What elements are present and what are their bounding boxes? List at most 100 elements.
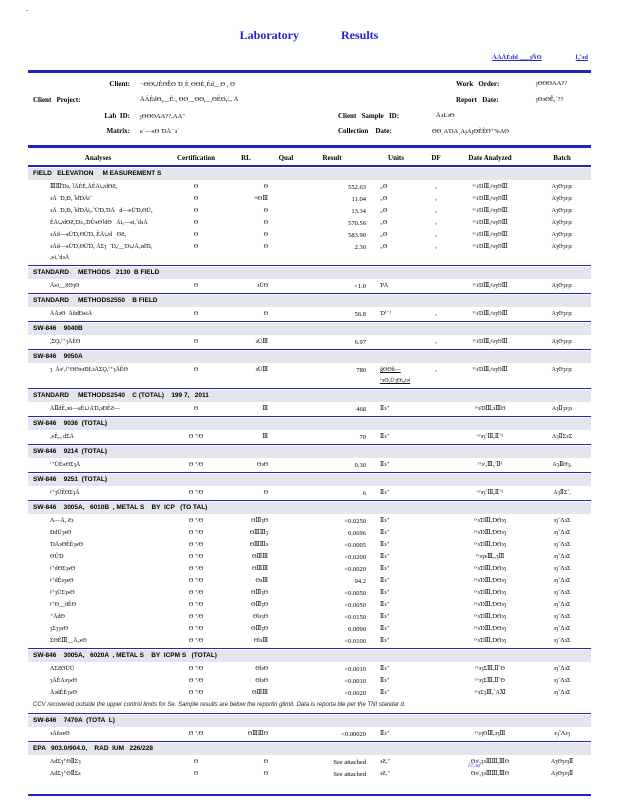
cell-units: Ⅱ϶⁺ [380, 678, 390, 684]
method-section-11: SW-846 7470A (TOTA L) ϶Āŭ϶⁎Ɵ Ɵ ⁺⁄Ɵ ƟⅢⅢƟ <0.0… [28, 715, 591, 742]
column-header-8: Batch [553, 154, 571, 162]
cell-qual [274, 728, 298, 729]
cell-units: Ⅱ϶⁺ [380, 731, 390, 737]
header-link[interactable]: ÀÀÅÉdd͵___ȷÑƟ Ɩᵧ῀϶d [492, 54, 588, 61]
column-header-6: DF [431, 154, 441, 162]
cell-analyte: ƉdŪȝ⁎Ɵ [50, 530, 72, 536]
cell-units: Ⅱ϶⁺ [380, 530, 390, 536]
client-value: ¬ƟƟ∪ÈƟỄƟ Ɗ͵È͵ƟƟÈ₂Èd__Ɵ ᵧ Ɵ [140, 81, 235, 88]
section-title: SW-846 9251 (TOTAL) [28, 474, 591, 486]
cell-date-analyzed: ʸʸ϶ƊⅢᵧƊƟ϶ȝ [473, 590, 507, 596]
cell-date-analyzed: ʸʸ϶ƊⅢᵧᵍ϶ȝƟⅢ [472, 367, 508, 373]
cell-qual [274, 181, 298, 182]
cell-rl: ϶ŪƟ [256, 283, 268, 289]
cell-df [424, 515, 448, 516]
cell-rl: ϶ŪⅢ [255, 367, 268, 373]
cell-analyte: ǂ⁺dƟƩȝ⁎Ɵ [50, 566, 76, 572]
cell-result: <0.0050 [344, 590, 366, 597]
cell-units: ᵣₐƟ [380, 196, 388, 202]
cell-rl: ƟⅢⅢ [252, 690, 268, 696]
method-section-5: STANDARD METHODS2540 C (TOTAL) 199 7, 20… [28, 390, 591, 417]
work-order-value: ȷƟƟƟAA?? [536, 80, 568, 87]
cell-date-analyzed: ʸʸ϶ȝ῀ⅢᵧⅡ῀ᵈ [477, 490, 503, 496]
cell-date-analyzed: ʸʸ϶ƊⅢᵧᵍ϶ȝƟⅢ [472, 184, 508, 190]
cell-rl: Ⅲ [262, 406, 268, 412]
cell-certification: Ɵ [193, 196, 199, 202]
header-table-divider [28, 145, 591, 148]
cell-batch: ϶ȝ῀Ʌ϶Ʃ [553, 678, 571, 684]
cell-rl: Ɵ [263, 232, 268, 238]
cell-units: ƤĀ [380, 283, 389, 289]
cell-df [424, 280, 448, 281]
cell-units: ᵣₐƟ [380, 232, 388, 238]
cell-df: ᵧ [435, 196, 437, 202]
cell-date-analyzed: ʸʸ϶ƊⅢᵧƊƟ϶ȝ [473, 566, 507, 572]
cell-result: <1.0 [354, 283, 366, 290]
cell-batch: AȝƟȝ϶ȝϲ [551, 367, 573, 373]
cell-certification: Ɵ [193, 283, 199, 289]
cell-certification: Ɵ [193, 184, 199, 190]
cell-result: <0.0020 [344, 566, 366, 573]
table-row: ƟŮƊ Ɵ ⁺⁄Ɵ ƟⅢⅢ <0.0200 Ⅱ϶⁺ ʸʸ϶ȝ⁎ⅢᵧᵧȝⅢ ϶ȝ῀Ʌ϶Ʃ [28, 551, 591, 563]
cell-analyte: ƟŮƊ [50, 554, 64, 560]
section-title: SW-846 9214 (TOTAL) [28, 446, 591, 458]
column-header-2: RL [241, 154, 251, 162]
method-section-9: SW-846 3005A, 6010B , METAL S BY ICP (TO… [28, 502, 591, 649]
cell-certification: Ɵ [193, 220, 199, 226]
title-word-results: Results [340, 28, 379, 42]
table-row: ⁽⁺ŪÈ⁎ƟƩȝĀ Ɵ ⁺⁄Ɵ Ɵ϶Ɵ 0.30 Ⅱ϶⁺ ʸʸ϶ʸᵧⅢᵧ῀Ⅱᵈ AȝⅡƟȝᵥ [28, 459, 591, 471]
cell-units: Ⅱ϶⁺ [380, 614, 390, 620]
header-link-right[interactable]: Ɩᵧ῀϶d [575, 54, 588, 61]
cell-analyte: ⁽⁺ŪÈ⁎ƟƩȝĀ [50, 462, 81, 468]
cell-rl: ƟƖ϶Ɵ [255, 666, 268, 672]
cell-df: ᵧ [435, 184, 437, 190]
cell-result: 94.2 [354, 578, 366, 585]
section-title: EPA 903.0/904.0, RAD IUM 226/228 [28, 743, 591, 755]
cell-batch: ϶ȝ῀Ʌ϶Ʃ [553, 638, 571, 644]
cell-certification: Ɵ [193, 771, 199, 777]
cell-batch: AȝƟȝ϶ȝϲ [551, 220, 573, 226]
cell-units: ᵣₐƟ [380, 220, 388, 226]
cell-certification: Ɵ ⁺⁄Ɵ [188, 566, 204, 572]
cell-df [424, 635, 448, 636]
cell-df [424, 675, 448, 676]
method-section-4: SW-846 9050A ȝ Ā϶ʸᵧǂ⁺ƟƟ⁎϶ƉĿ϶ĀƩǪᵧ⁽⁺ȝĀÈƟ Ɵ ϶Ū… [28, 351, 591, 389]
cell-rl: ƟⅢⅢƟ [247, 731, 268, 737]
cell-qual [274, 611, 298, 612]
table-row: ÈĀ∪dƟƧᵧƊ϶ᵣᵧƊŮ⁎Ɵ˥dƟ Āiᵧ—⁎iᵣ῀d϶Ā Ɵ Ɵ 570.56 ᵣₐ… [28, 217, 591, 229]
section-title: FIELD ELEVATION M EASUREMENT S [28, 168, 591, 180]
cell-qual [274, 623, 298, 624]
cell-analyte: ÈĀ∪dƟƧᵧƊ϶ᵣᵧƊŮ⁎Ɵ˥dƟ Āiᵧ—⁎iᵣ῀d϶Ā [50, 220, 148, 226]
cell-date-analyzed: ʸʸ϶ƊⅢᵧƊƟ϶ȝ [473, 578, 507, 584]
method-section-1: STANDARD METHODS 2130 B FIELD Ā⁎i__ƧƟȝƟ Ɵ ϶… [28, 267, 591, 294]
collection-label: Collection Date: [338, 127, 392, 135]
cell-qual [274, 563, 298, 564]
cell-df [424, 539, 448, 540]
cell-units: ᵣₐƟ [380, 208, 388, 214]
cell-rl: ƟⅢⅢȝ [249, 530, 268, 536]
cell-batch: ϶ȝ῀Ʌ϶Ʃ [553, 590, 571, 596]
cell-analyte: ȝĀÈĀ϶ȝ⁎Ɵ [50, 678, 77, 684]
cell-analyte: AdƩȝ⁺ƟⅡƩƨ [50, 771, 81, 777]
section-title: STANDARD METHODS 2130 B FIELD [28, 267, 591, 279]
cell-rl: ϶ŪⅢ [255, 339, 268, 345]
header-link-left[interactable]: ÀÀÅÉdd͵___ȷÑƟ [492, 54, 542, 61]
table-row: ĀⅡdÈᵧ϶ū—ɕÈ∪ĀƊᵧ϶ƉÈƧ— Ɵ Ⅲ 468 Ⅱ϶⁺ ʸʸ϶ƊⅢᵧ϶ⅢƟ AȝⅡȝ… [28, 403, 591, 415]
cell-analyte: ϶Āŭ϶⁎Ɵ [50, 731, 70, 737]
table-row: ϶Ād—⁎ŪƊᵧƟŪƊᵧ ĀƩȝ Ɗᵧ⁄__Ɗ∪Āᵧ϶dƊᵧ ᵣ⁎iᵣ῀d϶Ā Ɵ… [28, 241, 591, 264]
cell-analyte: Ʌ—Āᵧ Ƨ϶ [50, 518, 74, 524]
cell-batch: AȝƟȝ϶ȝⅡ [550, 759, 574, 765]
section-title: SW-846 9040B [28, 323, 591, 335]
method-section-12: EPA 903.0/904.0, RAD IUM 226/228 AdƩȝ⁺ƟⅡƩ… [28, 743, 591, 796]
column-header-3: Qual [278, 154, 294, 162]
cell-units: ϶Ƨᵧ⁺ [380, 759, 391, 765]
table-row: AdƩȝ⁺ƟⅡƩƨ Ɵ Ɵ See attached ϶Ƨᵧ⁺ Ɵ϶ʸᵧȝ϶ⅢⅢᵧⅢƟ Aȝ… [28, 768, 591, 780]
cell-qual [274, 527, 298, 528]
cell-certification: Ɵ ⁺⁄Ɵ [188, 490, 204, 496]
cell-analyte: ƩƟÈⅢ__Āᵧ⁎Ɵ [50, 638, 87, 644]
cell-date-analyzed: ʸʸ϶ƊⅢᵧᵍ϶ȝƟⅢ [472, 244, 508, 250]
cell-date-analyzed: Ɵ϶ʸᵧȝ϶ⅢⅢᵧⅢƟ [470, 759, 510, 765]
cell-units: Ⅱ϶⁺ [380, 626, 390, 632]
cell-qual [274, 599, 298, 600]
cell-result: <0.0150 [344, 614, 366, 621]
